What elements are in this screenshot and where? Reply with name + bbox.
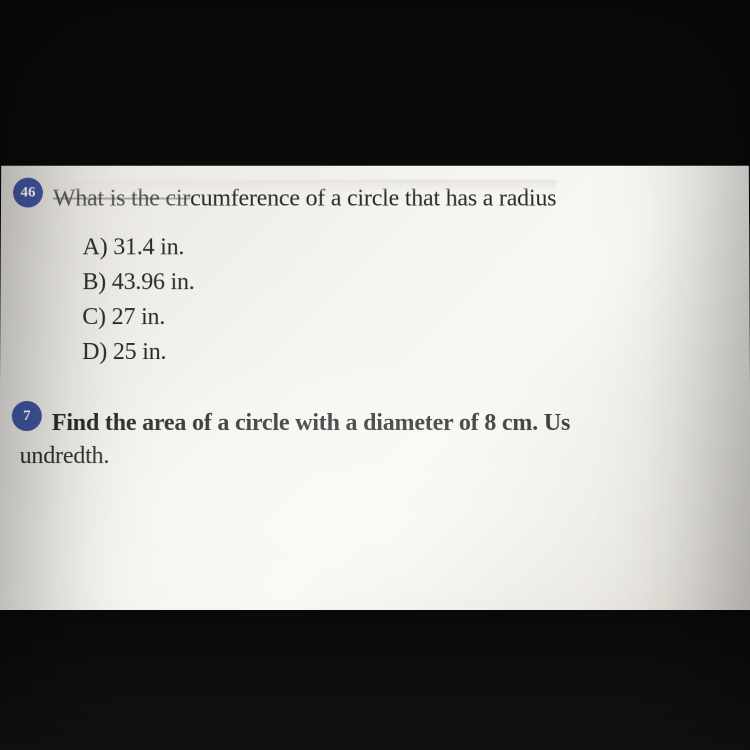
choice-a: A) 31.4 in. — [83, 231, 720, 266]
choice-b: B) 43.96 in. — [82, 265, 719, 300]
choice-c: C) 27 in. — [82, 300, 720, 335]
choice-letter: B) — [82, 269, 106, 295]
choice-letter: D) — [82, 339, 107, 365]
choices-list: A) 31.4 in. B) 43.96 in. C) 27 in. D) — [82, 231, 720, 370]
choice-value: 27 in. — [112, 304, 166, 330]
question-lower-line2: undredth. — [20, 440, 721, 472]
choice-value: 31.4 in. — [113, 235, 184, 261]
choice-value: 43.96 in. — [112, 269, 195, 295]
content-region: 46 What is the circumference of a circle… — [0, 166, 750, 503]
question-lower-line1: Find the area of a circle with a diamete… — [52, 407, 570, 439]
choice-d: D) 25 in. — [82, 335, 720, 370]
choice-letter: A) — [83, 235, 108, 261]
question-lower-wrap: 7 Find the area of a circle with a diame… — [30, 407, 721, 439]
question-number-badge-icon: 7 — [12, 401, 42, 431]
choice-letter: C) — [82, 304, 106, 330]
dark-region-bottom — [0, 610, 750, 750]
question-upper-visible: cumference of a circle that has a radius — [190, 186, 556, 212]
photo-frame: 46 What is the circumference of a circle… — [0, 0, 750, 750]
question-number-badge-icon: 46 — [13, 178, 43, 208]
question-upper-text: What is the circumference of a circle th… — [53, 184, 556, 215]
document-paper: 46 What is the circumference of a circle… — [0, 166, 750, 611]
choice-value: 25 in. — [113, 339, 167, 365]
dark-region-top — [0, 0, 750, 165]
partial-occluded-text: What is the cir — [53, 186, 190, 212]
question-upper-line: 46 What is the circumference of a circle… — [31, 184, 719, 215]
